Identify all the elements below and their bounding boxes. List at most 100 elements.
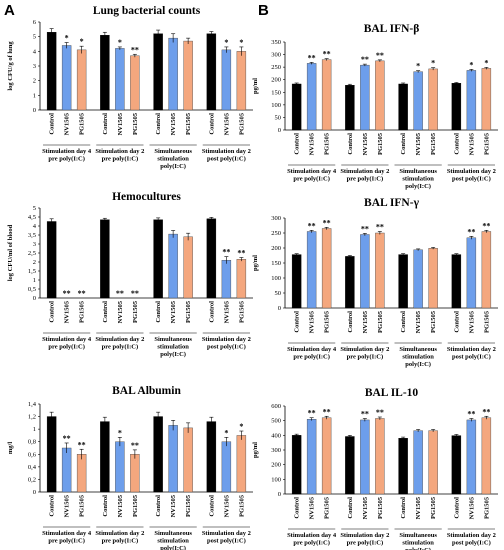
significance-mark: * <box>118 38 122 47</box>
y-axis-label: log CFU/g of lung <box>7 41 14 91</box>
bar-nv1505 <box>466 419 477 495</box>
bar-nv1505 <box>221 441 232 493</box>
bar-pg1505 <box>321 417 332 495</box>
bar-category-label: PG1505 <box>132 300 139 323</box>
group-label: Stimulation day 4 <box>287 168 337 175</box>
bar-category-label: NV1505 <box>309 496 316 519</box>
bar-nv1505 <box>61 45 72 111</box>
bar-control <box>398 83 408 131</box>
y-tick-label: 1,2 <box>28 414 36 421</box>
y-tick-label: 5 <box>33 34 36 41</box>
significance-mark: * <box>239 422 243 431</box>
group-label: stimulation <box>157 344 189 351</box>
y-tick-label: 2 <box>33 259 36 266</box>
chart-title: BAL IL-10 <box>365 387 419 399</box>
chart-title: Hemocultures <box>112 191 181 203</box>
chart-1: Lung bacterial counts log CFU/g of lung 0 1… <box>7 5 253 170</box>
y-axis-label: log CFU/ml of blood <box>7 224 14 281</box>
y-tick-label: 300 <box>271 447 281 454</box>
significance-mark: ** <box>308 221 316 230</box>
y-tick-label: 200 <box>271 462 281 469</box>
bar-category-label: NV1505 <box>309 310 316 333</box>
significance-mark: ** <box>482 407 490 416</box>
significance-mark: ** <box>237 249 245 258</box>
group-label: pre poly(I:C) <box>102 156 139 163</box>
significance-mark: ** <box>376 223 384 232</box>
bar-pg1505 <box>428 248 438 309</box>
y-tick-label: 200 <box>271 77 281 84</box>
bar-category-label: Control <box>453 311 460 333</box>
bar-nv1505 <box>360 419 370 495</box>
bar-pg1505 <box>76 454 87 493</box>
significance-mark: ** <box>361 55 369 64</box>
y-tick-label: 1 <box>33 277 36 284</box>
bar-category-label: Control <box>49 113 56 135</box>
bar-nv1505 <box>360 64 370 131</box>
bar-category-label: PG1505 <box>132 494 139 517</box>
group-label: pre poly(I:C) <box>48 538 85 545</box>
y-tick-label: 300 <box>271 52 281 59</box>
bar-category-label: NV1505 <box>117 112 124 135</box>
bar-nv1505 <box>168 425 178 493</box>
chart-4: BAL IFN-β pg/ml 0 50 100 150 200 250 300 350 Contr… <box>252 23 498 190</box>
group-label: poly(I:C) <box>405 547 431 550</box>
bar-control <box>100 35 110 111</box>
bar-category-label: NV1505 <box>170 300 177 323</box>
group-label: poly(I:C) <box>160 163 186 170</box>
bar-category-label: Control <box>155 301 162 323</box>
group-label: pre poly(I:C) <box>48 344 85 351</box>
group-label: Stimulation day 2 <box>340 532 389 539</box>
y-tick-label: 0,5 <box>28 286 36 293</box>
significance-mark: * <box>65 34 69 43</box>
group-label: pre poly(I:C) <box>347 354 384 361</box>
bar-pg1505 <box>236 51 247 111</box>
y-tick-label: 1,4 <box>28 401 37 408</box>
bar-category-label: PG1505 <box>430 496 437 519</box>
significance-mark: * <box>431 59 435 68</box>
group-label: pre poly(I:C) <box>347 176 384 183</box>
bar-pg1505 <box>375 232 385 309</box>
group-label: Stimulation day 4 <box>287 346 337 353</box>
bar-control <box>291 254 302 309</box>
significance-mark: * <box>484 58 488 67</box>
bar-nv1505 <box>306 231 317 309</box>
bar-category-label: Control <box>400 133 407 155</box>
significance-mark: * <box>224 428 228 437</box>
bar-category-label: NV1505 <box>64 300 71 323</box>
bar-category-label: Control <box>102 113 109 135</box>
bar-control <box>291 435 302 495</box>
bar-category-label: Control <box>208 301 215 323</box>
significance-mark: ** <box>222 248 230 257</box>
bar-category-label: PG1505 <box>430 132 437 155</box>
bar-category-label: Control <box>294 311 301 333</box>
bar-category-label: NV1505 <box>415 132 422 155</box>
group-label: pre poly(I:C) <box>347 540 384 547</box>
bar-category-label: PG1505 <box>185 300 192 323</box>
y-tick-label: 300 <box>271 215 281 222</box>
bar-pg1505 <box>375 418 385 495</box>
bar-control <box>291 83 302 131</box>
group-label: post poly(I:C) <box>452 354 491 361</box>
bar-control <box>398 438 408 495</box>
bar-category-label: PG1505 <box>377 496 384 519</box>
bar-nv1505 <box>115 48 125 111</box>
bar-category-label: NV1505 <box>170 112 177 135</box>
bar-pg1505 <box>321 228 332 309</box>
group-label: Stimulation day 2 <box>202 336 251 343</box>
y-tick-label: 3,5 <box>28 232 36 239</box>
significance-mark: ** <box>482 221 490 230</box>
group-label: Stimulation day 2 <box>202 530 251 537</box>
bar-category-label: PG1505 <box>79 112 86 135</box>
significance-mark: ** <box>78 289 86 298</box>
bar-category-label: PG1505 <box>377 310 384 333</box>
y-tick-label: 100 <box>271 275 281 282</box>
group-label: stimulation <box>157 538 189 545</box>
y-axis-label: pg/ml <box>252 255 259 271</box>
chart-3: BAL Albumin mg/l 0 0,2 0,4 0,6 0,8 1 1,2 1,4 Contr… <box>7 385 253 550</box>
bar-category-label: Control <box>208 495 215 517</box>
bar-pg1505 <box>481 417 492 495</box>
group-label: stimulation <box>402 176 434 183</box>
y-tick-label: 150 <box>271 89 281 96</box>
bar-nv1505 <box>360 234 370 309</box>
y-tick-label: 5 <box>33 205 36 212</box>
